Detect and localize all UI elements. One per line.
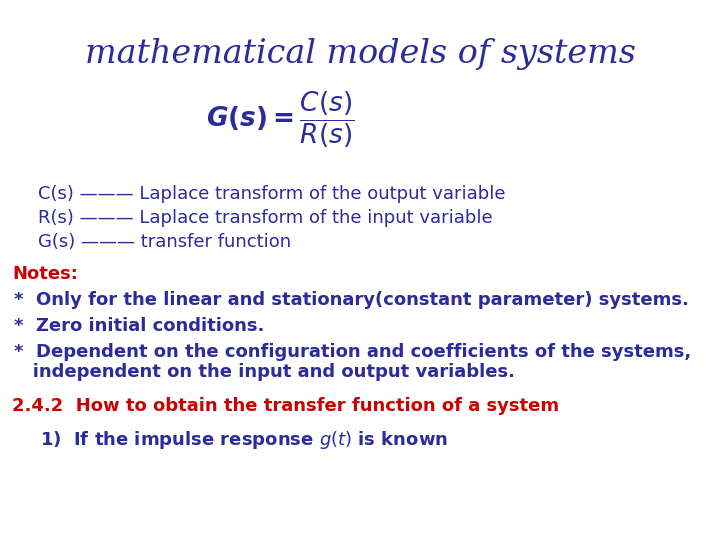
Text: independent on the input and output variables.: independent on the input and output vari…	[14, 363, 515, 381]
Text: $\boldsymbol{G(s) = \dfrac{C(s)}{R(s)}}$: $\boldsymbol{G(s) = \dfrac{C(s)}{R(s)}}$	[206, 90, 354, 150]
Text: C(s) ——— Laplace transform of the output variable: C(s) ——— Laplace transform of the output…	[38, 185, 505, 203]
Text: R(s) ——— Laplace transform of the input variable: R(s) ——— Laplace transform of the input …	[38, 209, 492, 227]
Text: 1)  If the impulse response $\boldsymbol{\mathit{g(t)}}$ is known: 1) If the impulse response $\boldsymbol{…	[40, 429, 448, 451]
Text: mathematical models of systems: mathematical models of systems	[84, 38, 636, 70]
Text: G(s) ——— transfer function: G(s) ——— transfer function	[38, 233, 291, 251]
Text: *  Dependent on the configuration and coefficients of the systems,: * Dependent on the configuration and coe…	[14, 343, 691, 361]
Text: Notes:: Notes:	[12, 265, 78, 283]
Text: 2.4.2  How to obtain the transfer function of a system: 2.4.2 How to obtain the transfer functio…	[12, 397, 559, 415]
Text: *  Only for the linear and stationary(constant parameter) systems.: * Only for the linear and stationary(con…	[14, 291, 689, 309]
Text: *  Zero initial conditions.: * Zero initial conditions.	[14, 317, 264, 335]
